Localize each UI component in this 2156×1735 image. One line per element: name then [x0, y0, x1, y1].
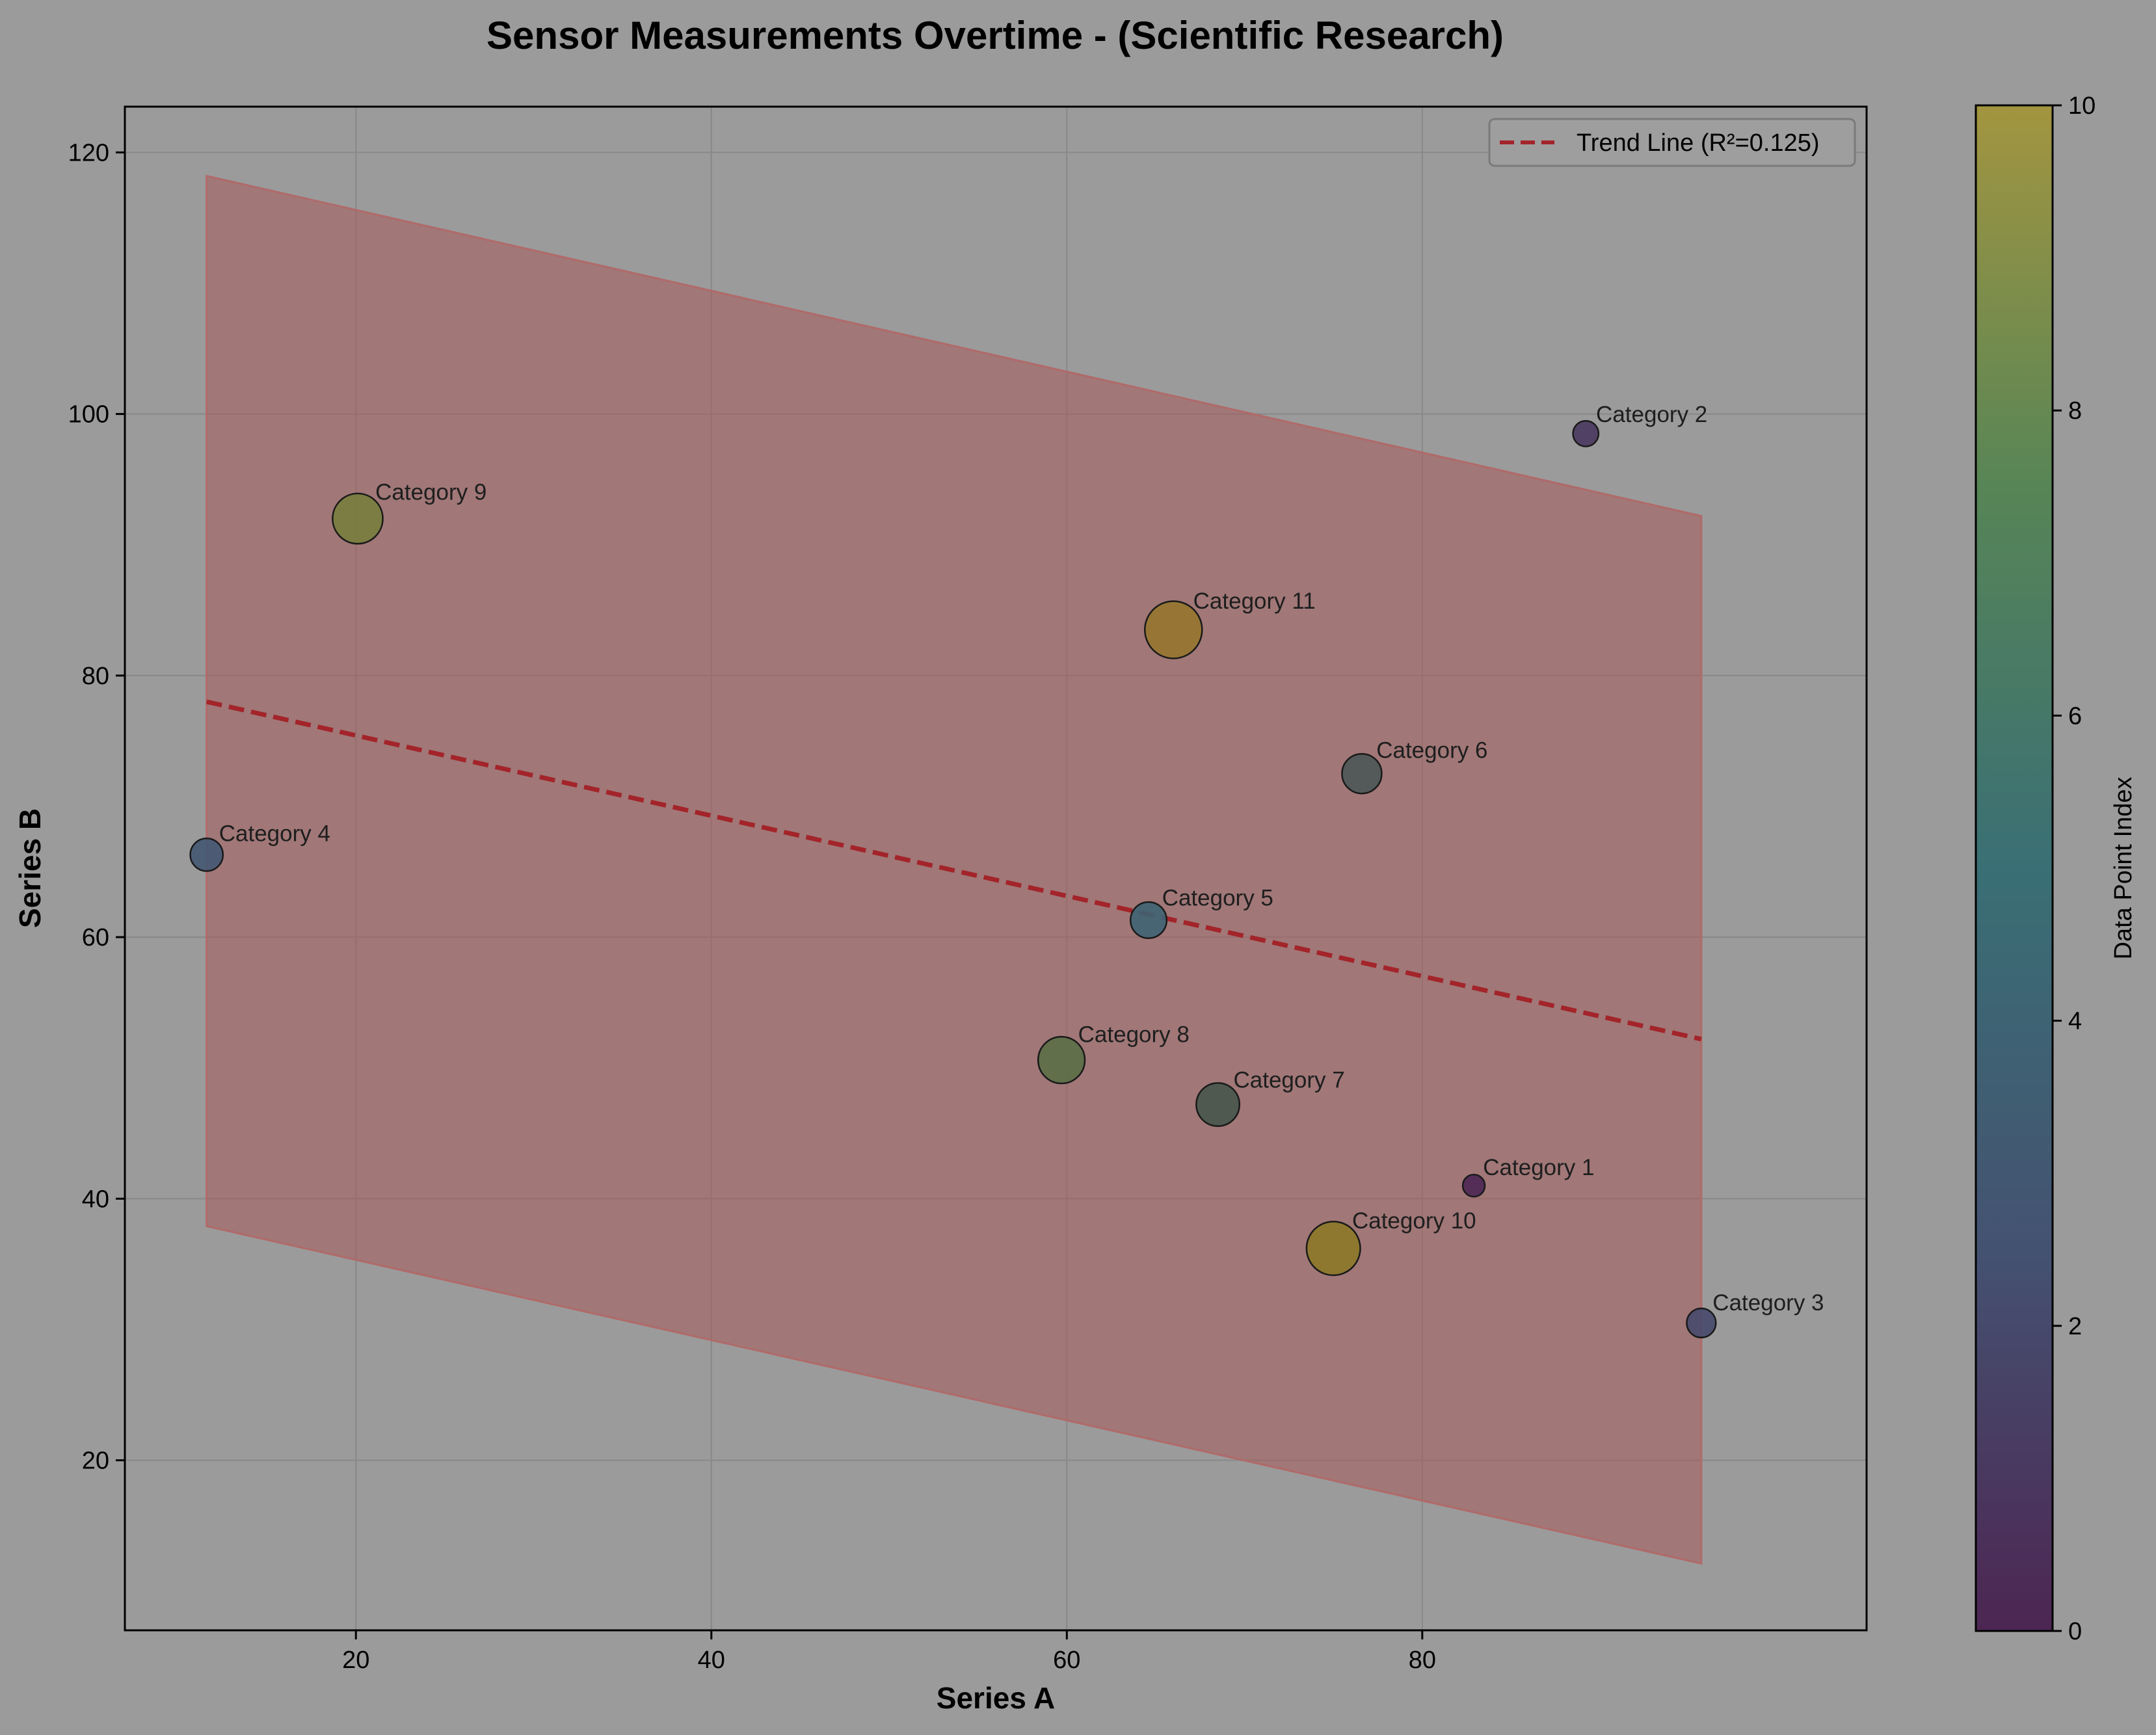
point-labels-layer: Category 1 Category 2 Category 3 Category 4…: [219, 402, 1824, 1316]
colorbar-tick-label: 0: [2068, 1618, 2082, 1645]
y-tick-label: 80: [82, 663, 109, 690]
point-label: Category 1: [1483, 1155, 1594, 1180]
trend-line-layer: [206, 699, 1702, 1042]
legend-trend-label: Trend Line (R²=0.125): [1577, 129, 1820, 157]
point-label: Category 7: [1234, 1068, 1345, 1093]
y-tick-label: 120: [68, 139, 109, 166]
point-label: Category 6: [1376, 737, 1487, 763]
colorbar-label: Data Point Index: [2110, 777, 2137, 960]
data-point: [1341, 752, 1383, 795]
chart-title: Sensor Measurements Overtime - (Scientif…: [486, 14, 1504, 57]
data-point: [1144, 600, 1203, 659]
y-axis-ticks: 20 40 60 80 100 120: [68, 139, 125, 1475]
data-point: [1305, 1221, 1361, 1277]
colorbar-gradient: [1975, 104, 2054, 1632]
x-axis-label: Series A: [937, 1681, 1055, 1715]
y-tick-label: 100: [68, 401, 109, 429]
data-point: [332, 492, 384, 545]
data-point: [1461, 1173, 1486, 1198]
point-label: Category 3: [1712, 1290, 1824, 1316]
data-point: [1129, 901, 1168, 939]
colorbar-tick-label: 2: [2068, 1313, 2082, 1340]
data-point: [1572, 419, 1600, 447]
x-tick-label: 80: [1409, 1647, 1436, 1674]
data-points-layer: [189, 419, 1717, 1339]
y-tick-label: 60: [82, 924, 109, 951]
trend-line: [206, 699, 1702, 1042]
y-axis-label: Series B: [13, 808, 47, 928]
colorbar-tick-label: 6: [2068, 702, 2082, 730]
y-tick-label: 20: [82, 1448, 109, 1475]
x-tick-label: 40: [698, 1647, 725, 1674]
x-tick-label: 60: [1053, 1647, 1080, 1674]
data-point: [1195, 1082, 1241, 1127]
colorbar-tick-label: 8: [2068, 397, 2082, 425]
legend: Trend Line (R²=0.125): [1488, 118, 1856, 167]
legend-box: [1488, 118, 1856, 167]
point-label: Category 5: [1162, 885, 1273, 910]
data-point: [1686, 1307, 1717, 1339]
y-tick-label: 40: [82, 1185, 109, 1213]
point-label: Category 10: [1352, 1208, 1476, 1234]
colorbar-tick-label: 4: [2068, 1008, 2082, 1035]
point-label: Category 9: [375, 479, 486, 505]
point-label: Category 2: [1596, 402, 1707, 427]
colorbar-ticks: 0 2 4 6 8 10: [2053, 92, 2096, 1645]
colorbar-tick-label: 10: [2068, 92, 2096, 120]
data-point: [189, 838, 224, 872]
colorbar: 0 2 4 6 8 10 Data Point Index: [1975, 92, 2137, 1645]
x-axis-ticks: 20 40 60 80: [342, 1630, 1436, 1674]
point-label: Category 8: [1078, 1022, 1190, 1048]
point-label: Category 4: [219, 821, 330, 846]
data-point: [1037, 1035, 1086, 1085]
x-tick-label: 20: [342, 1647, 369, 1674]
plot-frame: [124, 105, 1868, 1632]
point-label: Category 11: [1193, 589, 1316, 614]
